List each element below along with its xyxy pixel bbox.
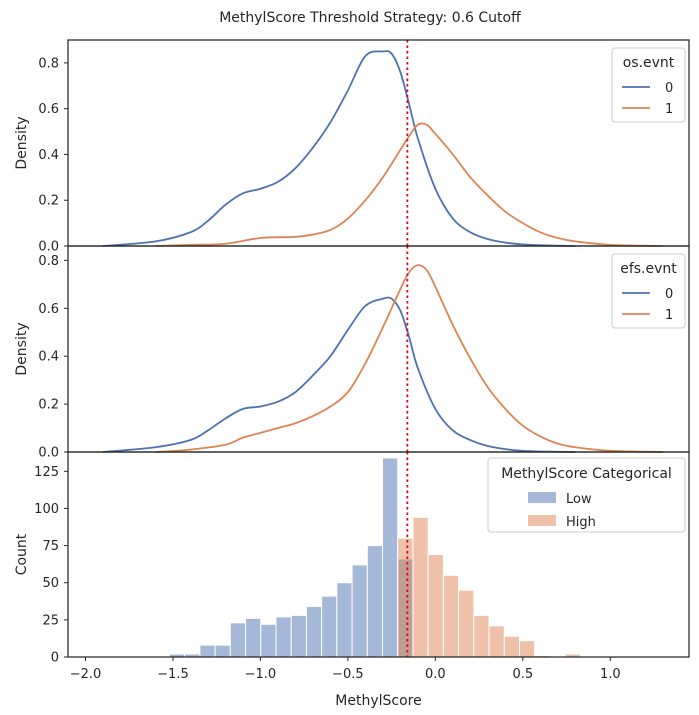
y-tick-label: 0.0: [38, 240, 59, 255]
density-line-series-1: [155, 264, 663, 453]
x-tick-label: 1.0: [600, 667, 621, 682]
histogram-bar-low: [260, 623, 277, 658]
histogram-bar-high: [458, 589, 475, 658]
legend-label-0: 0: [665, 287, 673, 302]
y-tick-label: 0.8: [38, 254, 59, 269]
chart-panels: 0.0 0.2 0.4 0.6 0.8 Density os.evnt 0 1 0.0 0.2 0.4…: [14, 39, 690, 709]
y-tick-label: 125: [34, 465, 59, 480]
legend: os.evnt 0 1: [611, 47, 686, 123]
y-tick-label: 75: [42, 539, 59, 554]
histogram-bar-low: [336, 582, 353, 658]
y-tick-label: 25: [42, 613, 59, 628]
legend-box: [611, 47, 686, 123]
histogram-bar-high: [397, 537, 414, 658]
x-tick-label: −1.5: [157, 667, 189, 682]
histogram-bar-high: [473, 614, 490, 658]
y-tick-label: 0.4: [38, 350, 59, 365]
axes-frame: [67, 245, 690, 453]
histogram-bar-high: [427, 554, 444, 658]
chart-suptitle: MethylScore Threshold Strategy: 0.6 Cuto…: [219, 10, 521, 26]
y-tick-label: 0.0: [38, 446, 59, 461]
histogram-bar-low: [382, 457, 399, 658]
histogram-bar-low: [351, 564, 368, 658]
legend: efs.evnt 0 1: [611, 253, 686, 329]
chart-panel-2: 0.0 0.2 0.4 0.6 0.8 Density efs.evnt 0 1: [14, 245, 690, 461]
histogram-bar-low: [290, 614, 307, 658]
histogram-bar-high: [488, 625, 505, 658]
histogram-bar-low: [321, 595, 338, 658]
y-tick-label: 0: [51, 651, 59, 666]
y-tick-label: 50: [42, 576, 59, 591]
legend-label-1: 1: [665, 308, 673, 323]
histogram-bar-low: [214, 644, 231, 658]
histogram-bar-high: [518, 640, 536, 658]
y-axis-label: Count: [14, 533, 30, 575]
histogram-bar-high: [503, 635, 520, 658]
histogram-bar-low: [245, 617, 262, 658]
histogram-bar-high: [442, 574, 460, 658]
y-tick-label: 0.6: [38, 102, 59, 117]
legend-title: MethylScore Categorical: [501, 466, 672, 482]
histogram-bar-low: [199, 644, 216, 658]
legend: MethylScore Categorical Low High: [487, 457, 686, 533]
y-axis-label: Density: [14, 322, 30, 375]
legend-label-high: High: [566, 515, 596, 530]
density-line-series-1: [155, 122, 663, 247]
histogram-bar-low: [275, 616, 292, 658]
legend-label-low: Low: [566, 492, 592, 507]
histogram-bar-low: [305, 605, 323, 658]
axes-frame: [67, 451, 690, 658]
legend-box: [487, 457, 686, 533]
y-tick-label: 0.6: [38, 302, 59, 317]
y-tick-label: 100: [34, 502, 59, 517]
legend-swatch-high: [528, 515, 556, 526]
histogram-bar-low: [229, 622, 247, 658]
legend-title: efs.evnt: [620, 261, 677, 277]
y-tick-label: 0.8: [38, 56, 59, 71]
axes-frame: [67, 39, 690, 247]
legend-swatch-low: [528, 492, 556, 503]
x-tick-label: 0.0: [425, 667, 446, 682]
legend-label-1: 1: [665, 102, 673, 117]
x-tick-label: −1.0: [245, 667, 277, 682]
y-tick-label: 0.2: [38, 194, 59, 209]
chart-panel-1: 0.0 0.2 0.4 0.6 0.8 Density os.evnt 0 1: [14, 39, 690, 255]
legend-label-0: 0: [665, 81, 673, 96]
x-axis-label: MethylScore: [335, 693, 421, 709]
y-tick-label: 0.2: [38, 398, 59, 413]
x-tick-label: 0.5: [512, 667, 533, 682]
legend-title: os.evnt: [623, 55, 675, 71]
legend-box: [611, 253, 686, 329]
y-axis-label: Density: [14, 116, 30, 169]
density-line-series-0: [102, 50, 576, 247]
density-line-series-0: [102, 296, 576, 453]
x-tick-label: −0.5: [332, 667, 364, 682]
histogram-bar-low: [366, 545, 384, 658]
x-tick-label: −2.0: [70, 667, 102, 682]
y-tick-label: 0.4: [38, 148, 59, 163]
histogram-bar-high: [412, 516, 429, 658]
chart-panel-3: 0 25 50 75 100 125 Count −2.0 −1.5 −1.0 −0.5 0.0 0.5…: [14, 451, 690, 709]
